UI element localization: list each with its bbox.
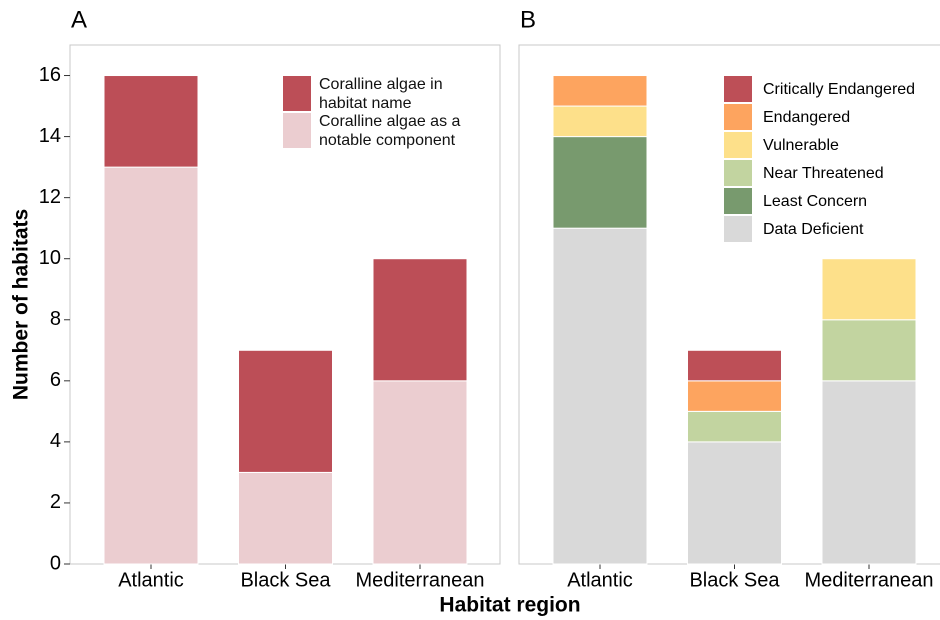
legend-swatch xyxy=(724,216,752,242)
bar-segment xyxy=(821,380,917,565)
legend-label: Critically Endangered xyxy=(763,81,915,98)
legend-label: Data Deficient xyxy=(763,221,864,238)
x-tick-label: Mediterranean xyxy=(356,569,485,591)
x-tick-label: Black Sea xyxy=(689,569,780,591)
x-tick-label: Black Sea xyxy=(240,569,331,591)
bar-segment xyxy=(372,258,468,382)
bar-segment xyxy=(552,136,648,229)
bar-segment xyxy=(821,319,917,382)
bar-segment xyxy=(552,75,648,107)
bar-segment xyxy=(103,166,199,565)
y-tick-label: 16 xyxy=(39,64,61,86)
y-tick-label: 12 xyxy=(39,186,61,208)
panel-title: A xyxy=(71,6,87,33)
x-axis-label: Habitat region xyxy=(439,594,580,617)
legend-swatch xyxy=(724,132,752,158)
legend-swatch xyxy=(724,76,752,102)
legend-swatch xyxy=(724,104,752,130)
bar-segment xyxy=(372,380,468,565)
legend-entry: Coralline algae in habitat name xyxy=(319,76,443,112)
bar-segment xyxy=(238,349,333,473)
legend-label: Endangered xyxy=(763,109,850,126)
legend-swatch xyxy=(724,160,752,186)
y-tick-label: 10 xyxy=(39,247,61,269)
y-tick-label: 0 xyxy=(50,552,61,574)
legend-label: Vulnerable xyxy=(763,137,839,154)
legend-swatch xyxy=(724,188,752,214)
y-tick-label: 8 xyxy=(50,308,61,330)
bar-segment xyxy=(687,410,782,443)
bar-segment xyxy=(552,227,648,565)
y-tick-label: 4 xyxy=(50,430,61,452)
x-tick-label: Atlantic xyxy=(118,569,184,591)
bar-segment xyxy=(687,380,782,412)
bar-segment xyxy=(552,105,648,138)
legend-label: Coralline algae in habitat name xyxy=(319,76,443,112)
x-tick-label: Atlantic xyxy=(567,569,633,591)
bar-segment xyxy=(687,441,782,565)
bar-segment xyxy=(103,75,199,168)
legend-label: Coralline algae as a notable component xyxy=(319,113,461,149)
legend-entry: Coralline algae as a notable component xyxy=(319,113,461,149)
bar-segment xyxy=(687,349,782,382)
y-tick-label: 6 xyxy=(50,369,61,391)
legend-label: Least Concern xyxy=(763,193,867,210)
x-tick-label: Mediterranean xyxy=(805,569,934,591)
y-axis-label: Number of habitats xyxy=(10,209,33,400)
legend-swatch xyxy=(283,113,311,148)
panel-title: B xyxy=(520,6,536,33)
legend-swatch xyxy=(283,76,311,111)
y-tick-label: 14 xyxy=(39,125,61,147)
bar-segment xyxy=(821,258,917,321)
legend-label: Near Threatened xyxy=(763,165,884,182)
y-tick-label: 2 xyxy=(50,491,61,513)
bar-segment xyxy=(238,471,333,565)
